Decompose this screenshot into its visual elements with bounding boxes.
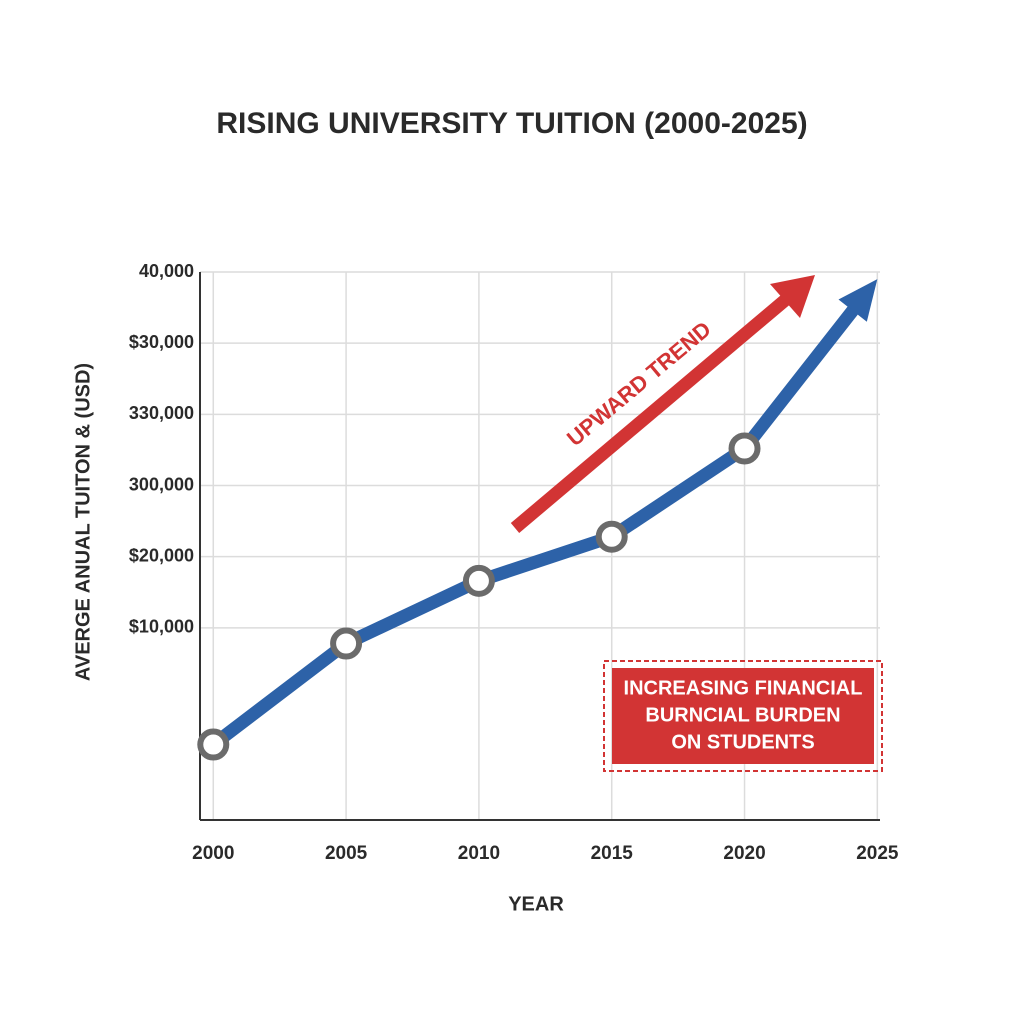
y-tick-label: 40,000 <box>139 261 194 281</box>
y-tick-label: 300,000 <box>129 474 194 494</box>
callout-line: ON STUDENTS <box>671 731 814 753</box>
x-tick-label: 2025 <box>856 843 899 864</box>
callout-border <box>603 660 883 772</box>
callout-line: INCREASING FINANCIAL <box>624 677 863 699</box>
x-axis-label: YEAR <box>508 893 564 915</box>
x-tick-label: 2010 <box>458 843 500 864</box>
chart-title: RISING UNIVERSITY TUITION (2000-2025) <box>216 107 807 140</box>
y-tick-label: $20,000 <box>129 545 194 565</box>
y-tick-label: $30,000 <box>129 332 194 352</box>
y-tick-label: 330,000 <box>129 403 194 423</box>
plot <box>197 279 878 761</box>
series-line <box>209 298 864 750</box>
y-tick-label: $10,000 <box>129 617 194 637</box>
data-point <box>728 432 761 465</box>
data-point <box>330 627 363 660</box>
callout-box <box>612 668 874 764</box>
data-point <box>462 564 495 597</box>
trend-arrow-head <box>770 275 815 318</box>
arrow-head <box>838 279 878 322</box>
callout: INCREASING FINANCIAL BURNCIAL BURDEN ON … <box>603 660 883 772</box>
y-axis-label: AVERGE ANUAL TUITON & (USD) <box>72 363 94 681</box>
x-tick-label: 2020 <box>723 843 765 864</box>
trend-arrow <box>510 291 795 533</box>
x-tick-label: 2005 <box>325 843 368 864</box>
x-tick-label: 2000 <box>192 843 234 864</box>
callout-line: BURNCIAL BURDEN <box>645 704 840 726</box>
data-point <box>595 520 628 553</box>
x-tick-label: 2015 <box>591 843 634 864</box>
data-point <box>197 728 230 761</box>
